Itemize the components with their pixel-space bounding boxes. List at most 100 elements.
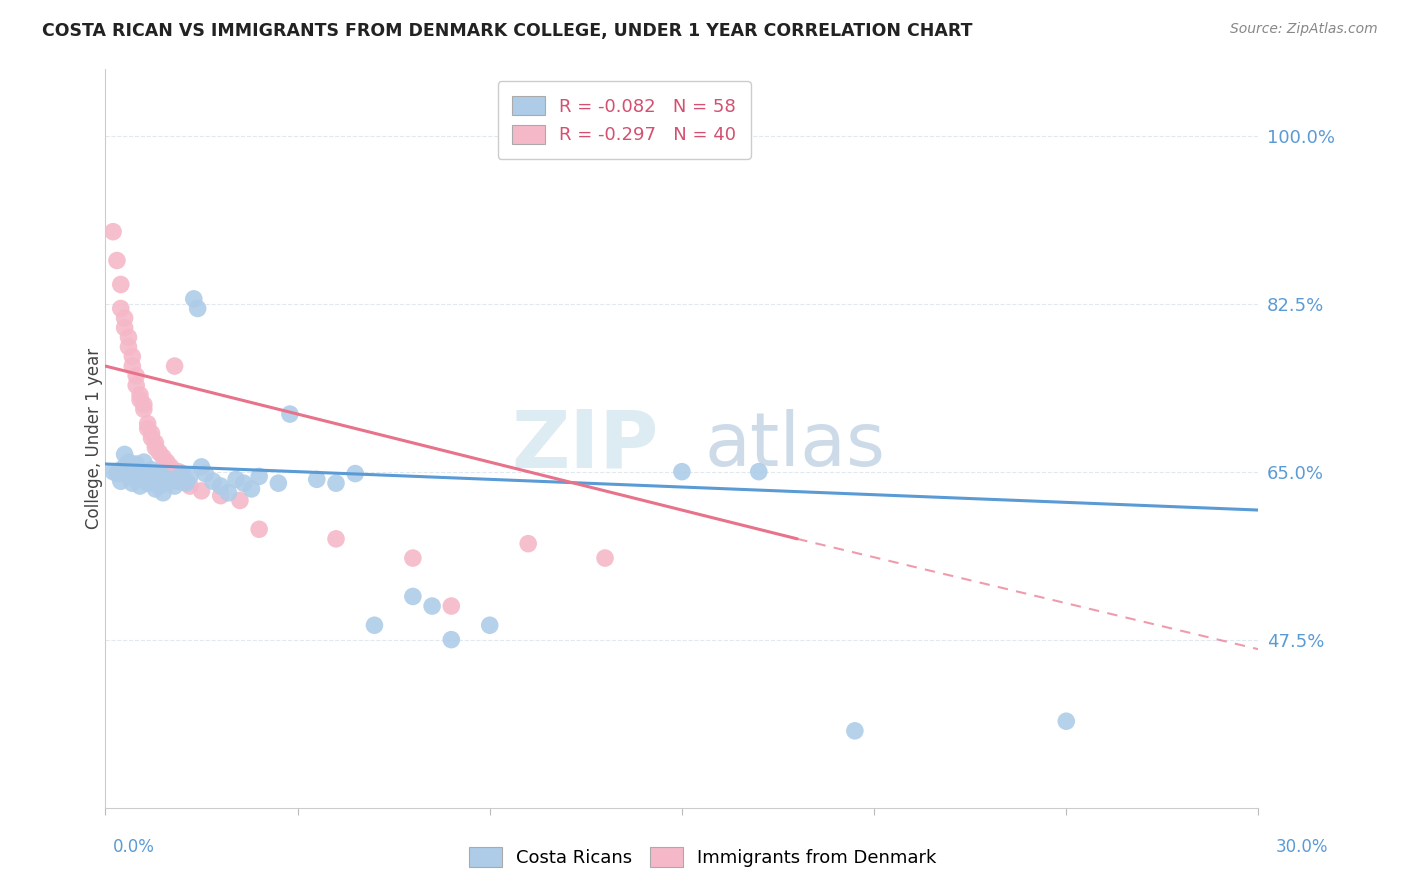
Point bbox=[125, 368, 148, 383]
Point bbox=[179, 469, 201, 483]
Point bbox=[517, 536, 540, 550]
Point bbox=[844, 723, 866, 738]
Point bbox=[145, 435, 167, 450]
Point bbox=[229, 493, 252, 508]
Point bbox=[114, 311, 136, 326]
Point bbox=[114, 459, 136, 474]
Point bbox=[440, 632, 463, 647]
Point bbox=[194, 467, 217, 481]
Point bbox=[101, 465, 124, 479]
Point bbox=[121, 476, 143, 491]
Point bbox=[110, 475, 132, 489]
Point bbox=[267, 476, 290, 491]
Point bbox=[167, 475, 190, 489]
Point bbox=[129, 392, 152, 407]
Point bbox=[240, 482, 263, 496]
Point bbox=[217, 485, 239, 500]
Point bbox=[101, 225, 124, 239]
Point bbox=[247, 469, 270, 483]
Point bbox=[159, 472, 181, 486]
Point bbox=[163, 479, 186, 493]
Point bbox=[278, 407, 301, 421]
Point bbox=[187, 301, 209, 316]
Point bbox=[148, 479, 170, 493]
Point bbox=[1054, 714, 1077, 729]
Point bbox=[156, 455, 179, 469]
Point bbox=[190, 459, 212, 474]
Point bbox=[174, 476, 197, 491]
Point bbox=[152, 469, 174, 483]
Point bbox=[179, 479, 201, 493]
Point bbox=[129, 388, 152, 402]
Point bbox=[105, 467, 128, 481]
Point bbox=[148, 467, 170, 481]
Point bbox=[110, 463, 132, 477]
Text: atlas: atlas bbox=[704, 409, 886, 482]
Point bbox=[132, 397, 155, 411]
Point bbox=[174, 475, 197, 489]
Point bbox=[363, 618, 385, 632]
Point bbox=[114, 447, 136, 461]
Point bbox=[748, 465, 770, 479]
Point bbox=[145, 475, 167, 489]
Y-axis label: College, Under 1 year: College, Under 1 year bbox=[86, 348, 103, 529]
Point bbox=[136, 476, 159, 491]
Text: Source: ZipAtlas.com: Source: ZipAtlas.com bbox=[1230, 22, 1378, 37]
Point bbox=[125, 472, 148, 486]
Point bbox=[209, 479, 232, 493]
Point bbox=[163, 359, 186, 373]
Point bbox=[225, 472, 247, 486]
Point bbox=[141, 426, 163, 441]
Point bbox=[132, 465, 155, 479]
Point bbox=[152, 485, 174, 500]
Point bbox=[478, 618, 501, 632]
Point bbox=[172, 467, 194, 481]
Point bbox=[202, 475, 225, 489]
Point bbox=[145, 441, 167, 455]
Point bbox=[125, 457, 148, 471]
Point bbox=[183, 292, 205, 306]
Point bbox=[402, 551, 425, 566]
Text: 0.0%: 0.0% bbox=[112, 838, 155, 855]
Point bbox=[344, 467, 367, 481]
Point bbox=[152, 450, 174, 465]
Point bbox=[167, 465, 190, 479]
Point bbox=[325, 476, 347, 491]
Point bbox=[129, 479, 152, 493]
Point bbox=[132, 455, 155, 469]
Point bbox=[190, 483, 212, 498]
Point bbox=[145, 482, 167, 496]
Point bbox=[141, 431, 163, 445]
Point bbox=[136, 421, 159, 435]
Point bbox=[247, 522, 270, 536]
Point bbox=[136, 417, 159, 431]
Point bbox=[121, 359, 143, 373]
Point bbox=[148, 445, 170, 459]
Text: COSTA RICAN VS IMMIGRANTS FROM DENMARK COLLEGE, UNDER 1 YEAR CORRELATION CHART: COSTA RICAN VS IMMIGRANTS FROM DENMARK C… bbox=[42, 22, 973, 40]
Point bbox=[110, 277, 132, 292]
Text: ZIP: ZIP bbox=[512, 407, 659, 484]
Point bbox=[156, 476, 179, 491]
Point bbox=[117, 469, 139, 483]
Point bbox=[132, 402, 155, 417]
Point bbox=[105, 253, 128, 268]
Point bbox=[141, 463, 163, 477]
Point bbox=[117, 330, 139, 344]
Point bbox=[121, 350, 143, 364]
Point bbox=[110, 301, 132, 316]
Point bbox=[209, 489, 232, 503]
Point bbox=[159, 459, 181, 474]
Point bbox=[402, 590, 425, 604]
Point bbox=[125, 378, 148, 392]
Point bbox=[136, 472, 159, 486]
Point bbox=[305, 472, 328, 486]
Point bbox=[232, 476, 254, 491]
Point bbox=[420, 599, 443, 613]
Legend: R = -0.082   N = 58, R = -0.297   N = 40: R = -0.082 N = 58, R = -0.297 N = 40 bbox=[498, 81, 751, 159]
Point bbox=[117, 455, 139, 469]
Point bbox=[593, 551, 616, 566]
Text: 30.0%: 30.0% bbox=[1277, 838, 1329, 855]
Point bbox=[671, 465, 693, 479]
Point bbox=[129, 467, 152, 481]
Point bbox=[114, 320, 136, 334]
